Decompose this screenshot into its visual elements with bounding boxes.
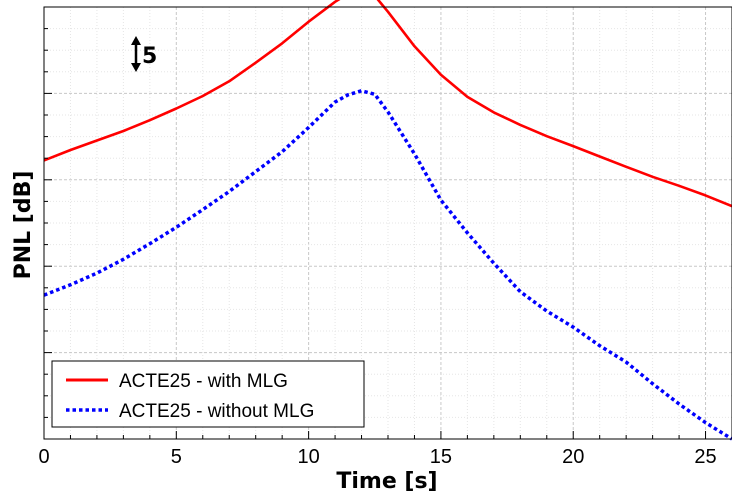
series-line-without-mlg [43,89,732,441]
legend-box [51,360,365,428]
series-group [43,0,732,441]
legend: ACTE25 - with MLG ACTE25 - without MLG [51,360,365,428]
scale-arrow-down-icon [131,63,141,72]
legend-label-without-mlg: ACTE25 - without MLG [119,401,314,422]
scale-label: 5 [142,44,157,69]
x-ticks: 0 5 10 15 20 25 [38,28,732,468]
x-tick-label: 0 [38,446,49,468]
x-tick-label: 20 [562,446,584,468]
y-axis-title: PNL [dB] [11,171,36,280]
series-line-with-mlg [43,0,732,208]
x-tick-label: 10 [297,446,319,468]
x-tick-label: 15 [430,446,452,468]
x-tick-label: 25 [694,446,716,468]
scale-arrow-up-icon [131,36,141,45]
x-tick-label: 5 [171,446,182,468]
x-axis-title: Time [s] [336,469,437,494]
legend-label-with-mlg: ACTE25 - with MLG [119,371,288,392]
scale-annotation: 5 [131,36,157,72]
